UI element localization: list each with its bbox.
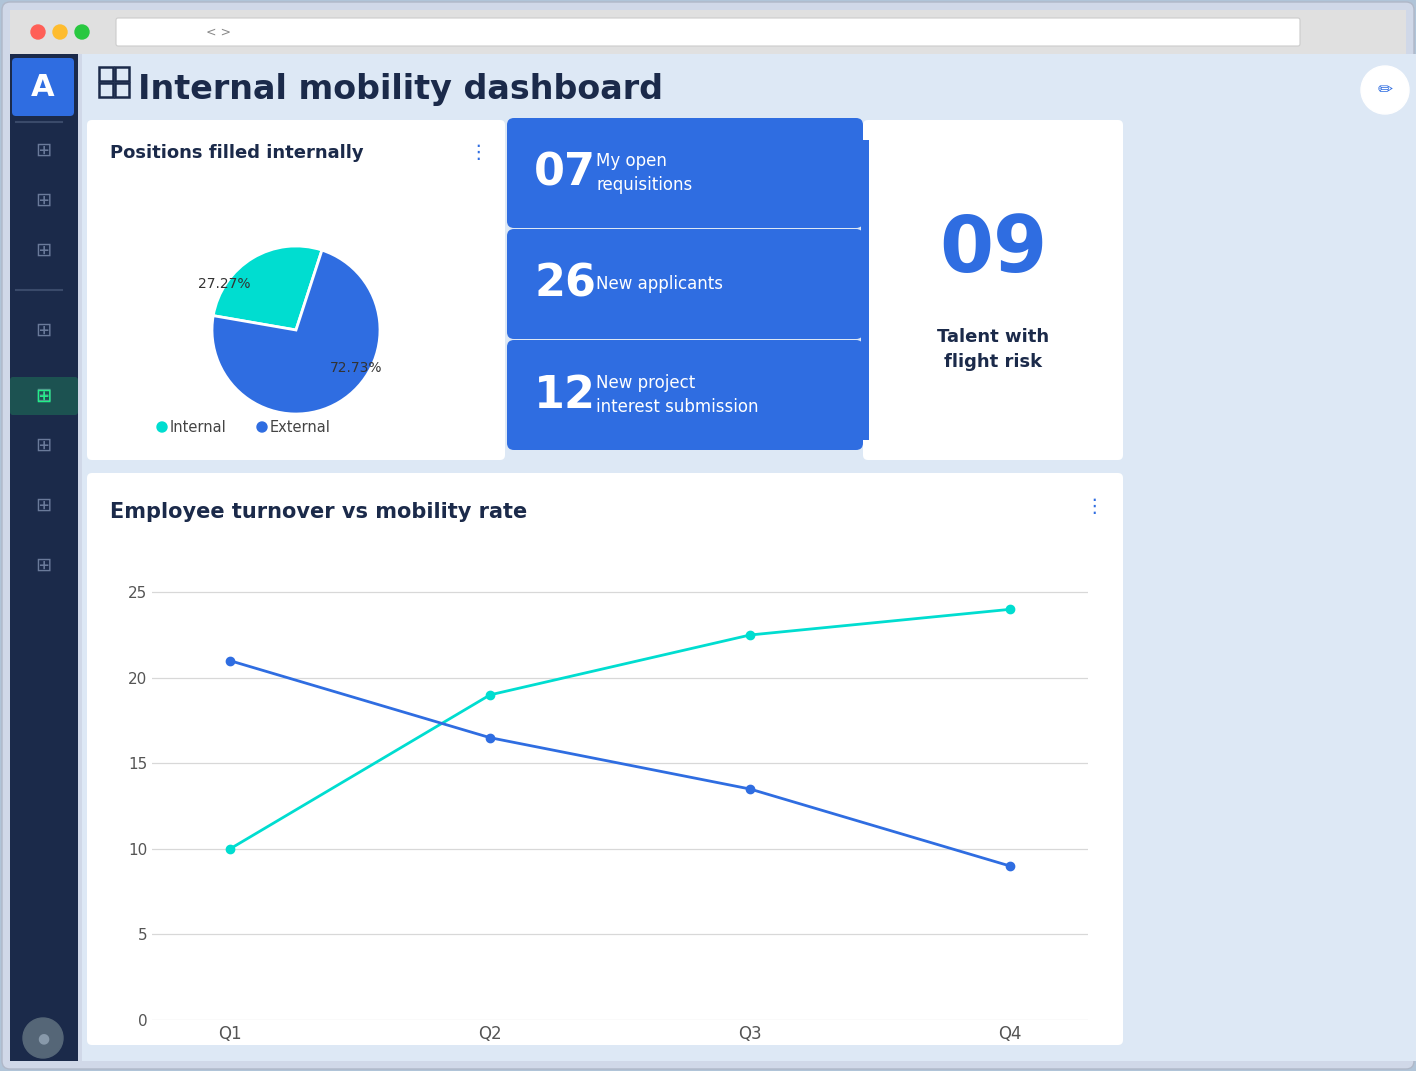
Text: ⋮: ⋮ [469,144,489,163]
Line: Turnover Rate: Turnover Rate [225,657,1014,870]
Wedge shape [212,251,379,414]
Line: Mobility Rate: Mobility Rate [225,605,1014,854]
Text: Talent with
flight risk: Talent with flight risk [937,328,1049,371]
Text: ⊞: ⊞ [35,556,51,574]
FancyBboxPatch shape [82,54,1416,1061]
Turnover Rate [221,654,238,667]
Text: Internal: Internal [170,420,227,435]
Mobility Rate [742,629,759,642]
Turnover Rate [742,783,759,796]
Text: 12: 12 [534,374,596,417]
Circle shape [31,25,45,39]
Text: ⊞: ⊞ [35,496,51,514]
Text: 27.27%: 27.27% [198,276,251,291]
Text: 72.73%: 72.73% [330,361,382,375]
Circle shape [23,1019,62,1058]
Circle shape [75,25,89,39]
Circle shape [52,25,67,39]
Text: ⊞: ⊞ [35,241,51,259]
Mobility Rate [481,689,498,702]
Mobility Rate [1001,603,1018,616]
FancyBboxPatch shape [861,140,869,440]
FancyBboxPatch shape [507,118,862,228]
Text: ⊞: ⊞ [35,387,51,406]
FancyBboxPatch shape [11,58,74,116]
Wedge shape [214,246,321,330]
Text: ✏: ✏ [1378,81,1392,99]
Text: ⊞: ⊞ [35,191,51,210]
Text: External: External [270,420,331,435]
FancyBboxPatch shape [507,229,862,340]
FancyBboxPatch shape [862,120,1123,461]
FancyBboxPatch shape [507,340,862,450]
Text: New project
interest submission: New project interest submission [596,374,759,417]
Text: ⊞: ⊞ [35,140,51,160]
Text: < >: < > [205,26,231,39]
Text: ⊞: ⊞ [35,320,51,340]
Text: New applicants: New applicants [596,275,724,293]
Text: Internal mobility dashboard: Internal mobility dashboard [137,74,663,106]
Text: My open
requisitions: My open requisitions [596,152,692,194]
Turnover Rate [481,731,498,744]
FancyBboxPatch shape [10,377,78,414]
FancyBboxPatch shape [86,120,506,461]
FancyBboxPatch shape [10,10,1406,54]
Circle shape [256,422,268,432]
Text: ⊞: ⊞ [35,436,51,454]
Circle shape [1361,66,1409,114]
Mobility Rate [221,843,238,856]
Text: Positions filled internally: Positions filled internally [110,144,364,162]
Text: A: A [31,73,55,102]
Circle shape [157,422,167,432]
Text: 26: 26 [534,262,596,305]
FancyBboxPatch shape [86,473,1123,1045]
Text: ⊞: ⊞ [35,386,51,405]
Turnover Rate [1001,860,1018,873]
Text: 09: 09 [939,212,1046,288]
Text: ⋮: ⋮ [1085,497,1104,515]
Text: ●: ● [37,1031,50,1045]
Text: 07: 07 [534,151,596,195]
FancyBboxPatch shape [116,18,1300,46]
FancyBboxPatch shape [10,54,78,1061]
Text: Employee turnover vs mobility rate: Employee turnover vs mobility rate [110,502,527,522]
Legend: Mobility Rate, Turnover Rate: Mobility Rate, Turnover Rate [467,1068,772,1071]
